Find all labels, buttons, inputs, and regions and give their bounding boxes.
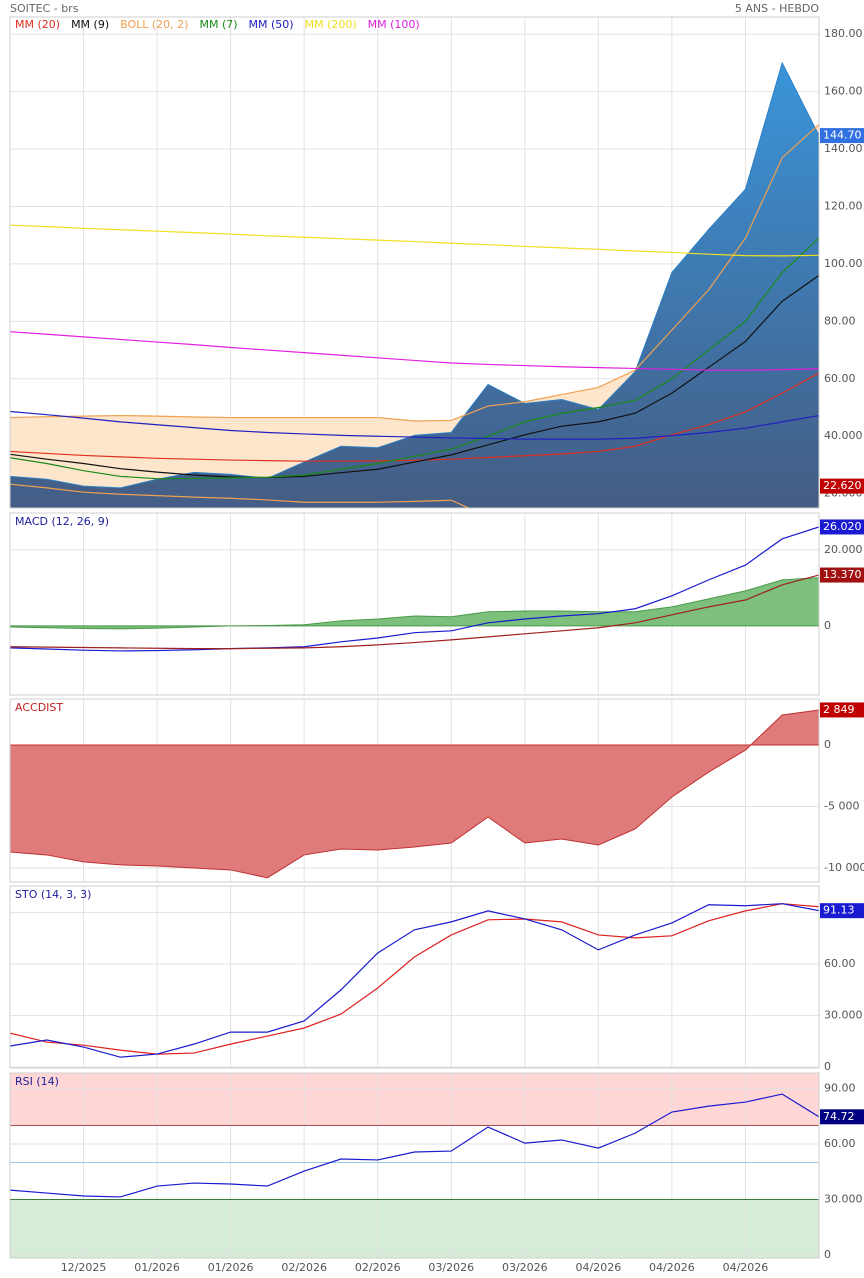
y-tick-label: 0 [824, 1248, 831, 1261]
chart-subtitle: 5 ANS - HEBDO [735, 2, 819, 15]
chart-title: SOITEC - brs [10, 2, 79, 15]
panel-title: RSI (14) [15, 1075, 59, 1088]
y-tick-label: 0 [824, 1060, 831, 1073]
line [10, 331, 819, 371]
x-tick-label: 04/2026 [723, 1261, 769, 1274]
line [10, 526, 819, 652]
panel-border [9, 512, 820, 696]
panel-title: STO (14, 3, 3) [15, 888, 91, 901]
line [10, 224, 819, 257]
panel-bg [10, 886, 819, 1068]
value-tag [820, 702, 864, 718]
value-tag-label: 2 849 [823, 703, 855, 716]
value-tag [820, 519, 864, 535]
line [10, 574, 819, 650]
y-tick-label: 20.000 [824, 543, 863, 556]
y-tick-label: 60.00 [824, 372, 856, 385]
value-tag [820, 567, 864, 583]
value-tag [820, 128, 864, 144]
value-tag-label: 144.70 [823, 129, 862, 142]
y-tick-label: 120.00 [824, 200, 863, 213]
x-tick-label: 01/2026 [208, 1261, 254, 1274]
value-tag-label: 22.620 [823, 479, 862, 492]
legend-entry: MM (50) [249, 18, 294, 31]
y-tick-label: 30.000 [824, 1009, 863, 1022]
value-tag [820, 1109, 864, 1125]
panel-border [9, 885, 820, 1069]
y-tick-label: 100.00 [824, 257, 863, 270]
legend-entry: MM (100) [368, 18, 420, 31]
value-tag [820, 903, 864, 919]
y-tick-label: -5 000 [824, 799, 859, 812]
oversold-zone [10, 1199, 819, 1258]
panel-border [9, 16, 820, 509]
line [10, 274, 819, 479]
y-tick-label: 0 [824, 619, 831, 632]
y-tick-label: 60.00 [824, 957, 856, 970]
panel [10, 513, 819, 695]
x-tick-label: 01/2026 [134, 1261, 180, 1274]
y-tick-label: 160.00 [824, 85, 863, 98]
line [10, 410, 819, 440]
panel-border [9, 698, 820, 883]
x-tick-label: 12/2025 [61, 1261, 107, 1274]
y-tick-label: -10 000 [824, 861, 864, 874]
x-tick-label: 03/2026 [502, 1261, 548, 1274]
panel [10, 886, 819, 1068]
legend-entry: MM (20) [15, 18, 60, 31]
line [10, 1093, 819, 1198]
x-tick-label: 02/2026 [281, 1261, 327, 1274]
line [10, 123, 819, 422]
y-tick-label: 180.00 [824, 27, 863, 40]
value-tag-label: 13.370 [823, 568, 862, 581]
legend-entry: MM (9) [71, 18, 109, 31]
panel-title: ACCDIST [15, 701, 63, 714]
legend-entry: MM (200) [305, 18, 357, 31]
overbought-zone [10, 1073, 819, 1126]
area [10, 709, 819, 879]
x-tick-label: 04/2026 [576, 1261, 622, 1274]
value-tag-label: 91.13 [823, 904, 855, 917]
y-tick-label: 80.00 [824, 314, 856, 327]
y-tick-label: 90.00 [824, 1082, 856, 1095]
panel [10, 17, 819, 508]
panel [10, 1073, 819, 1258]
x-tick-label: 04/2026 [649, 1261, 695, 1274]
y-tick-label: 140.00 [824, 142, 863, 155]
y-tick-label: 30.000 [824, 1193, 863, 1206]
y-tick-label: 60.00 [824, 1137, 856, 1150]
value-tag [820, 478, 864, 494]
value-tag-label: 26.020 [823, 520, 862, 533]
line [10, 903, 819, 1058]
y-tick-label: 40.000 [824, 429, 863, 442]
area [10, 61, 819, 508]
area [10, 577, 819, 630]
legend-entry: BOLL (20, 2) [120, 18, 188, 31]
line [10, 903, 819, 1055]
panel-border [9, 1072, 820, 1259]
legend-entry: MM (7) [199, 18, 237, 31]
line [10, 372, 819, 462]
x-tick-label: 03/2026 [428, 1261, 474, 1274]
panel [10, 699, 819, 882]
y-tick-label: 0 [824, 738, 831, 751]
line [10, 483, 471, 508]
panel-title: MACD (12, 26, 9) [15, 515, 109, 528]
value-tag-label: 74.72 [823, 1110, 855, 1123]
x-tick-label: 02/2026 [355, 1261, 401, 1274]
